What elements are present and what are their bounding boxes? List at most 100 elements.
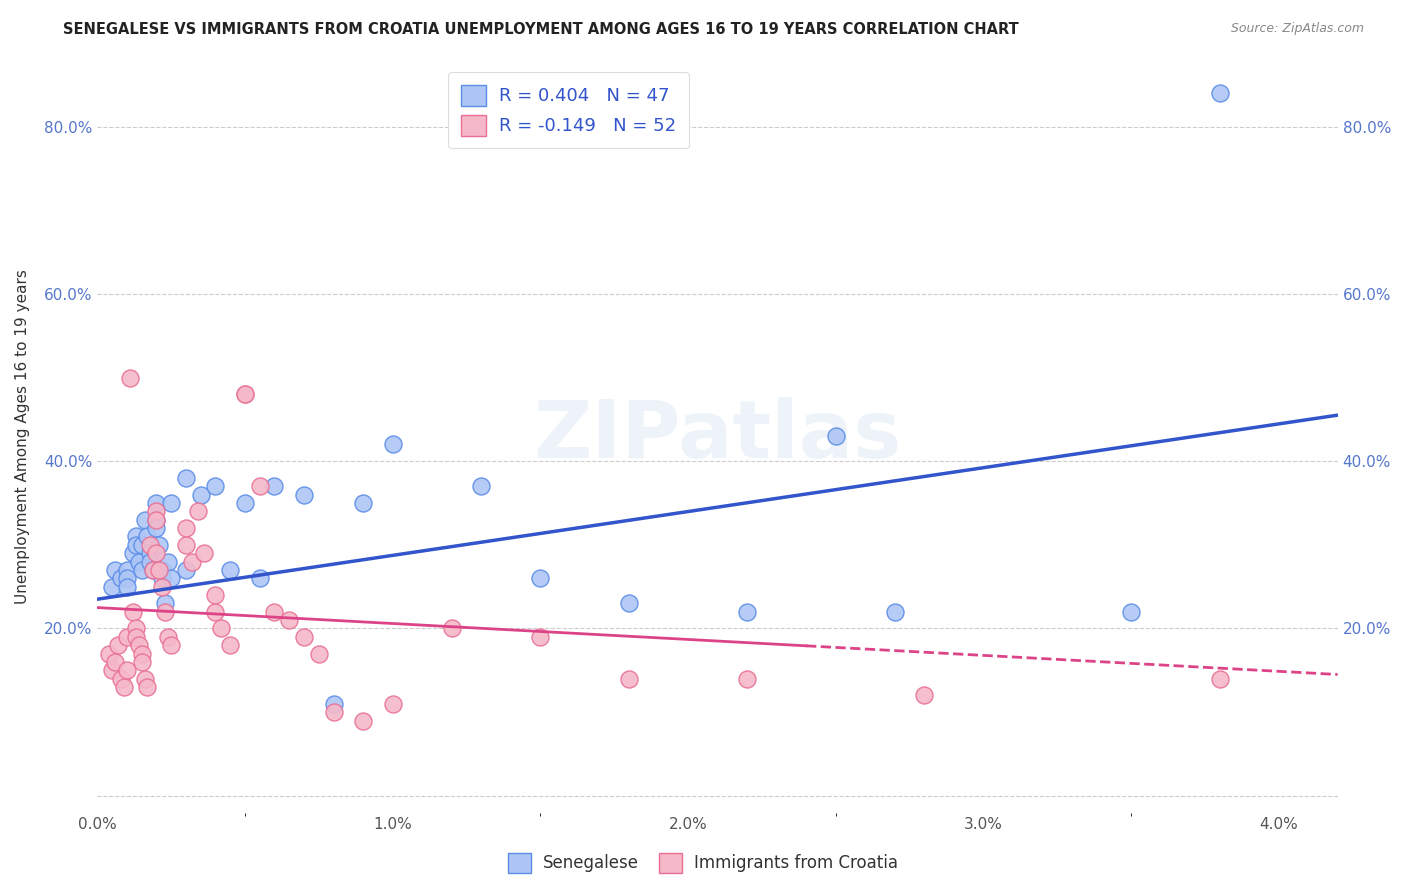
Point — [617, 596, 640, 610]
Point — [150, 563, 173, 577]
Point — [124, 622, 146, 636]
Point — [145, 504, 167, 518]
Point — [883, 605, 905, 619]
Point — [148, 538, 170, 552]
Point — [112, 680, 135, 694]
Point — [153, 596, 176, 610]
Point — [145, 546, 167, 560]
Point — [145, 521, 167, 535]
Text: SENEGALESE VS IMMIGRANTS FROM CROATIA UNEMPLOYMENT AMONG AGES 16 TO 19 YEARS COR: SENEGALESE VS IMMIGRANTS FROM CROATIA UN… — [63, 22, 1019, 37]
Point — [233, 387, 256, 401]
Point — [263, 605, 285, 619]
Point — [912, 689, 935, 703]
Legend: Senegalese, Immigrants from Croatia: Senegalese, Immigrants from Croatia — [502, 847, 904, 880]
Point — [118, 370, 141, 384]
Point — [322, 697, 344, 711]
Point — [174, 521, 197, 535]
Point — [249, 571, 271, 585]
Point — [157, 630, 180, 644]
Point — [190, 488, 212, 502]
Point — [128, 638, 150, 652]
Point — [174, 471, 197, 485]
Point — [735, 672, 758, 686]
Point — [180, 555, 202, 569]
Point — [101, 663, 124, 677]
Point — [134, 672, 156, 686]
Legend: R = 0.404   N = 47, R = -0.149   N = 52: R = 0.404 N = 47, R = -0.149 N = 52 — [449, 72, 689, 148]
Point — [193, 546, 215, 560]
Point — [124, 630, 146, 644]
Point — [150, 580, 173, 594]
Point — [292, 630, 315, 644]
Point — [529, 571, 551, 585]
Text: ZIPatlas: ZIPatlas — [533, 397, 901, 475]
Point — [278, 613, 301, 627]
Point — [204, 479, 226, 493]
Point — [470, 479, 492, 493]
Point — [131, 655, 153, 669]
Point — [1208, 672, 1230, 686]
Point — [1119, 605, 1142, 619]
Point — [139, 555, 162, 569]
Point — [160, 571, 183, 585]
Point — [249, 479, 271, 493]
Point — [139, 546, 162, 560]
Point — [150, 571, 173, 585]
Point — [101, 580, 124, 594]
Point — [121, 605, 143, 619]
Point — [233, 496, 256, 510]
Point — [160, 496, 183, 510]
Point — [124, 538, 146, 552]
Point — [115, 563, 138, 577]
Point — [219, 638, 242, 652]
Point — [233, 387, 256, 401]
Point — [145, 513, 167, 527]
Point — [131, 647, 153, 661]
Point — [115, 630, 138, 644]
Point — [115, 663, 138, 677]
Point — [160, 638, 183, 652]
Point — [124, 529, 146, 543]
Y-axis label: Unemployment Among Ages 16 to 19 years: Unemployment Among Ages 16 to 19 years — [15, 268, 30, 604]
Point — [110, 571, 132, 585]
Point — [139, 538, 162, 552]
Text: Source: ZipAtlas.com: Source: ZipAtlas.com — [1230, 22, 1364, 36]
Point — [1208, 86, 1230, 100]
Point — [352, 496, 374, 510]
Point — [142, 563, 165, 577]
Point — [142, 563, 165, 577]
Point — [98, 647, 121, 661]
Point — [204, 588, 226, 602]
Point — [121, 546, 143, 560]
Point — [381, 437, 404, 451]
Point — [128, 555, 150, 569]
Point — [204, 605, 226, 619]
Point — [292, 488, 315, 502]
Point — [136, 680, 159, 694]
Point — [157, 555, 180, 569]
Point — [104, 655, 127, 669]
Point — [529, 630, 551, 644]
Point — [174, 538, 197, 552]
Point — [131, 563, 153, 577]
Point — [153, 605, 176, 619]
Point — [263, 479, 285, 493]
Point — [219, 563, 242, 577]
Point — [136, 529, 159, 543]
Point — [115, 571, 138, 585]
Point — [110, 672, 132, 686]
Point — [115, 580, 138, 594]
Point — [187, 504, 209, 518]
Point — [322, 705, 344, 719]
Point — [145, 513, 167, 527]
Point — [104, 563, 127, 577]
Point — [735, 605, 758, 619]
Point — [131, 538, 153, 552]
Point — [134, 513, 156, 527]
Point — [107, 638, 129, 652]
Point — [308, 647, 330, 661]
Point — [440, 622, 463, 636]
Point — [824, 429, 846, 443]
Point — [174, 563, 197, 577]
Point — [617, 672, 640, 686]
